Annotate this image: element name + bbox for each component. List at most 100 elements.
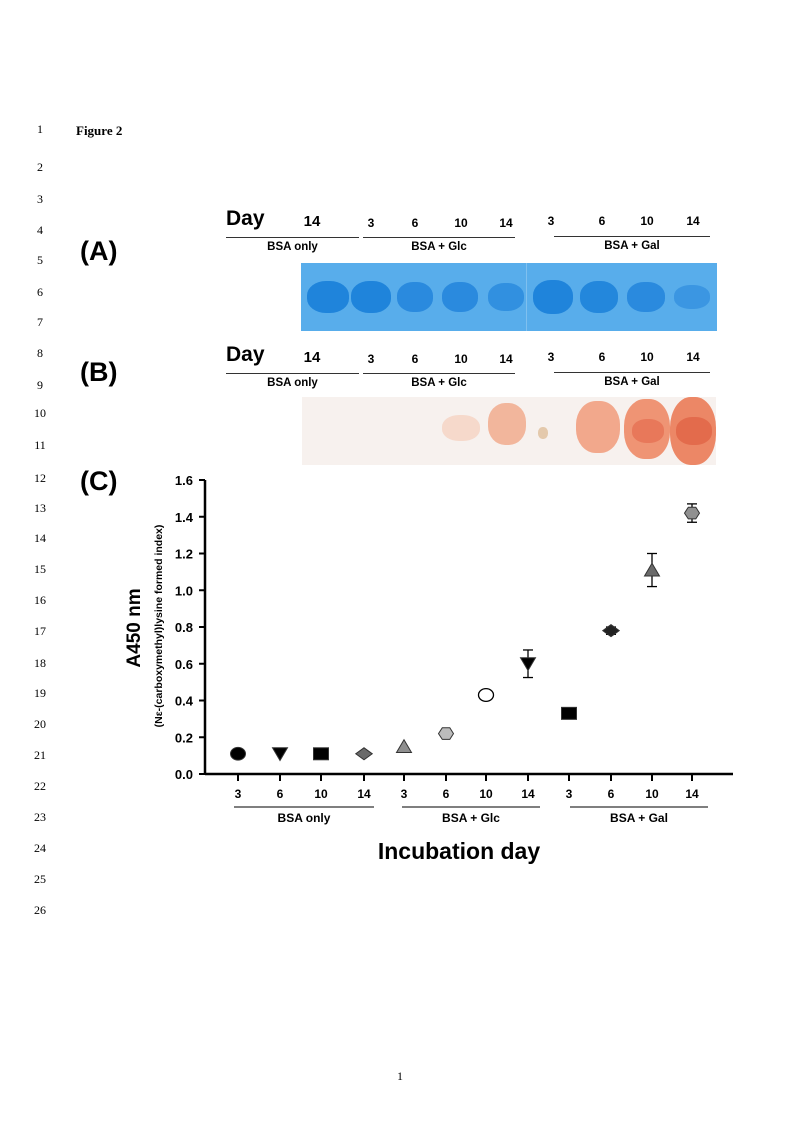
x-tick-label: 14 [357,787,371,801]
line-number: 9 [37,378,43,392]
data-point [601,624,621,638]
gel-band [397,282,433,312]
coomassie-gel-image [301,263,717,331]
line-number: 26 [34,903,46,917]
panel-a-glc-day: 14 [499,216,513,230]
y-tick-label: 1.2 [175,547,193,562]
panel-b-gal-day: 14 [686,350,700,364]
panel-a-glc-day: 10 [454,216,468,230]
x-tick-label: 6 [443,787,450,801]
line-number: 17 [34,624,46,638]
y-axis-title: A450 nm [124,588,145,667]
data-point [519,657,537,672]
y-tick-label: 1.0 [175,583,193,598]
data-point [354,747,374,761]
x-tick-label: 10 [314,787,328,801]
x-tick-label: 14 [521,787,535,801]
blot-band [632,419,664,443]
x-tick-label: 10 [645,787,659,801]
line-number: 24 [34,841,46,855]
line-number: 8 [37,346,43,360]
y-tick-label: 0.0 [175,767,193,782]
y-tick-label: 0.4 [175,694,194,709]
line-number: 7 [37,315,43,329]
line-number: 19 [34,686,46,700]
data-point [271,747,289,762]
gel-band [580,281,618,313]
line-number: 1 [37,122,43,136]
panel-a-group-glc: BSA + Glc [363,237,515,253]
cml-western-blot-image [302,397,716,465]
data-point [477,687,495,703]
panel-a-glc-day: 3 [367,216,375,230]
panel-a-group-gal: BSA + Gal [554,236,710,252]
blot-band [676,417,712,445]
page-number: 1 [397,1069,403,1083]
line-number: 6 [37,285,43,299]
line-number: 21 [34,748,46,762]
panel-a-day-word: Day [226,207,265,230]
panel-b-label: (B) [80,357,118,387]
line-number: 25 [34,872,46,886]
x-group-label: BSA only [278,811,331,825]
gel-band [307,281,349,313]
x-tick-label: 10 [479,787,493,801]
x-tick-label: 3 [235,787,242,801]
data-point [683,506,701,520]
gel-band [351,281,391,313]
y-tick-label: 0.8 [175,620,193,635]
panel-c-label: (C) [80,466,118,496]
panel-a-bsa-day: 14 [303,213,321,230]
panel-a-gal-day: 14 [686,214,700,228]
line-number: 14 [34,531,46,545]
line-number: 11 [34,438,46,452]
gel-band [627,282,665,312]
y-tick-label: 0.2 [175,730,193,745]
panel-a-label: (A) [80,236,118,266]
data-point [313,747,329,761]
line-number: 16 [34,593,46,607]
panel-b-group-glc: BSA + Glc [363,373,515,389]
y-tick-label: 1.4 [175,510,194,525]
data-point [230,746,246,761]
y-tick-label: 0.6 [175,657,193,672]
line-number: 13 [34,501,46,515]
y-tick-label: 1.6 [175,473,193,488]
x-tick-label: 6 [608,787,615,801]
data-point [395,738,413,753]
x-axis-title: Incubation day [378,838,541,864]
data-point [643,562,661,577]
panel-b-gal-day: 10 [640,350,654,364]
panel-b-gal-day: 3 [547,350,555,364]
x-tick-label: 3 [401,787,408,801]
panel-b-glc-day: 14 [499,352,513,366]
line-number: 18 [34,656,46,670]
panel-a-gal-day: 10 [640,214,654,228]
blot-band [442,415,480,441]
figure-title: Figure 2 [76,123,123,138]
line-number: 23 [34,810,46,824]
x-tick-label: 6 [277,787,284,801]
line-number: 20 [34,717,46,731]
panel-b-gal-day: 6 [598,350,606,364]
line-number: 5 [37,253,43,267]
panel-b-group-bsa-only: BSA only [226,373,359,389]
x-tick-label: 14 [685,787,699,801]
line-number: 3 [37,192,43,206]
line-number: 15 [34,562,46,576]
line-number: 4 [37,223,43,237]
data-point [561,706,577,720]
gel-band [533,280,573,314]
line-number: 22 [34,779,46,793]
panel-b-group-gal: BSA + Gal [554,372,710,388]
line-number: 10 [34,406,46,420]
panel-b-glc-day: 10 [454,352,468,366]
blot-band [576,401,620,453]
x-tick-label: 3 [566,787,573,801]
panel-b-glc-day: 3 [367,352,375,366]
blot-band [538,427,548,439]
panel-a-group-bsa-only: BSA only [226,237,359,253]
x-group-label: BSA + Gal [610,811,668,825]
x-group-label: BSA + Glc [442,811,500,825]
